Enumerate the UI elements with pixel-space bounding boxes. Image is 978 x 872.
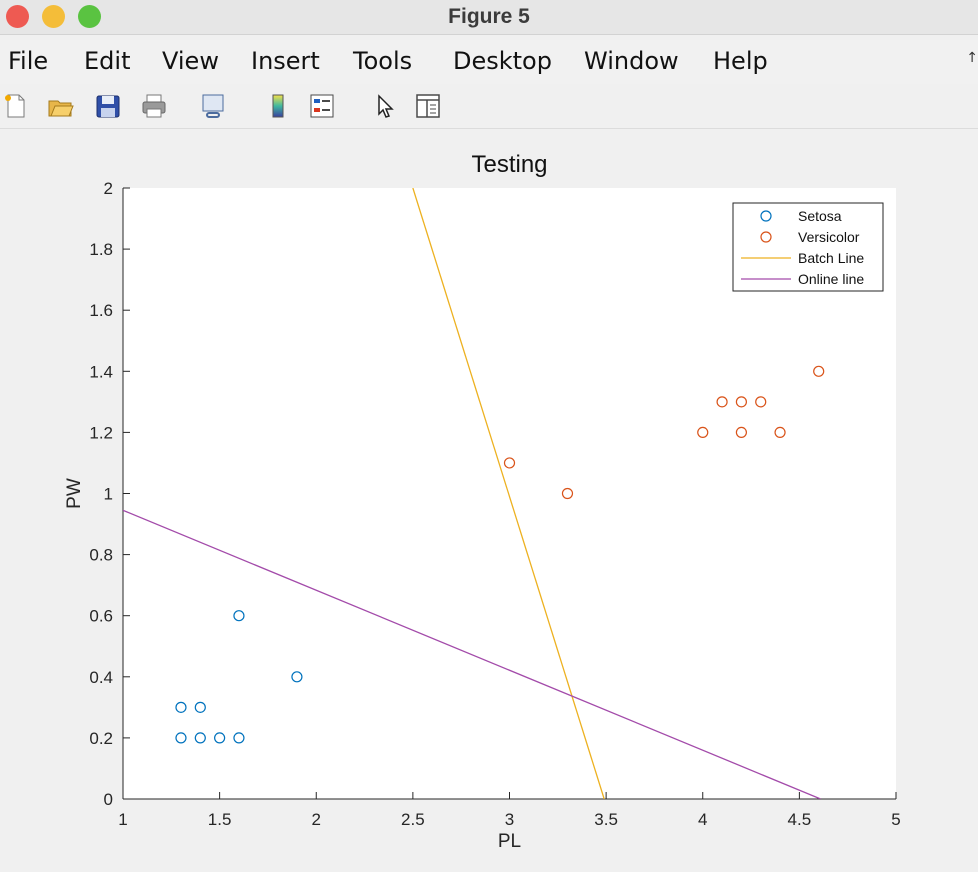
x-tick-label: 1: [118, 810, 127, 829]
y-tick-label: 0.2: [89, 729, 113, 748]
y-tick-label: 1: [104, 485, 113, 504]
legend-online-line-label: Online line: [798, 271, 864, 287]
x-tick-label: 4: [698, 810, 707, 829]
setosa-point: [194, 701, 206, 713]
menu-overflow-icon[interactable]: ↑: [966, 50, 978, 66]
insert-legend-icon[interactable]: [308, 92, 336, 120]
versicolor-point: [503, 457, 516, 469]
menu-desktop[interactable]: Desktop: [453, 47, 552, 75]
minimize-window-button[interactable]: [42, 5, 65, 28]
zoom-window-button[interactable]: [78, 5, 101, 28]
scatter-plot[interactable]: Testing 1 1.5 2 2.5 3 3.5 4 4.5 5 0 0.2 0.4 0.6 0.8 1 1.…: [0, 129, 978, 872]
legend-batch-line-label: Batch Line: [798, 250, 864, 266]
versicolor-point: [716, 396, 728, 408]
x-tick-label: 2: [312, 810, 321, 829]
legend-versicolor-label: Versicolor: [798, 229, 860, 245]
menu-window[interactable]: Window: [584, 47, 679, 75]
legend-versicolor-swatch: [760, 231, 772, 243]
setosa-point: [194, 732, 206, 744]
link-plot-icon[interactable]: [199, 92, 227, 120]
y-tick-label: 1.8: [89, 240, 113, 259]
versicolor-point: [735, 426, 748, 438]
y-axis-label: PW: [64, 478, 85, 509]
legend-box: [732, 202, 884, 292]
x-tick-label: 4.5: [788, 810, 812, 829]
y-tick-label: 0: [104, 790, 113, 809]
chart-title: Testing: [471, 151, 547, 178]
legend-setosa-label: Setosa: [798, 208, 842, 224]
x-axis-label: PL: [498, 831, 521, 852]
setosa-point: [233, 732, 245, 744]
x-tick-label: 3: [505, 810, 514, 829]
menu-file[interactable]: File: [8, 47, 49, 75]
menu-help[interactable]: Help: [713, 47, 768, 75]
property-inspector-icon[interactable]: [414, 92, 442, 120]
setosa-point: [175, 701, 187, 713]
y-tick-label: 0.6: [89, 607, 113, 626]
y-tick-label: 0.4: [89, 668, 113, 687]
y-tick-label: 1.2: [89, 423, 113, 442]
open-file-icon[interactable]: [47, 92, 75, 120]
setosa-point: [291, 671, 303, 683]
versicolor-point: [755, 396, 767, 408]
y-tick-label: 2: [104, 179, 113, 198]
figure-toolbar: [0, 84, 978, 129]
x-tick-label: 2.5: [401, 810, 425, 829]
versicolor-point: [774, 426, 786, 438]
versicolor-point: [697, 426, 709, 438]
versicolor-point: [561, 487, 574, 500]
online-line-line: [123, 509, 821, 799]
setosa-point: [233, 610, 245, 622]
menu-edit[interactable]: Edit: [84, 47, 131, 75]
window-titlebar: Figure 5: [0, 0, 978, 35]
x-tick-label: 3.5: [594, 810, 618, 829]
menu-insert[interactable]: Insert: [251, 47, 320, 75]
menu-bar: File Edit View Insert Tools Desktop Wind…: [0, 40, 978, 85]
close-window-button[interactable]: [6, 5, 29, 28]
setosa-point: [214, 732, 226, 744]
menu-view[interactable]: View: [162, 47, 219, 75]
legend-setosa-swatch: [760, 210, 772, 222]
setosa-point: [175, 732, 187, 744]
versicolor-point: [735, 396, 748, 408]
y-tick-label: 1.4: [89, 362, 113, 381]
figure-canvas: Testing 1 1.5 2 2.5 3 3.5 4 4.5 5 0 0.2 0.4 0.6 0.8 1 1.…: [0, 129, 978, 872]
y-tick-label: 0.8: [89, 546, 113, 565]
y-tick-label: 1.6: [89, 301, 113, 320]
batch-line-line: [412, 188, 605, 799]
menu-tools[interactable]: Tools: [353, 47, 413, 75]
insert-colorbar-icon[interactable]: [264, 92, 292, 120]
x-tick-label: 5: [891, 810, 900, 829]
print-icon[interactable]: [140, 92, 168, 120]
save-icon[interactable]: [94, 92, 122, 120]
window-title: Figure 5: [448, 5, 530, 28]
edit-plot-pointer-icon[interactable]: [372, 92, 400, 120]
versicolor-point: [813, 365, 825, 377]
new-figure-icon[interactable]: [2, 92, 30, 120]
x-tick-label: 1.5: [208, 810, 232, 829]
